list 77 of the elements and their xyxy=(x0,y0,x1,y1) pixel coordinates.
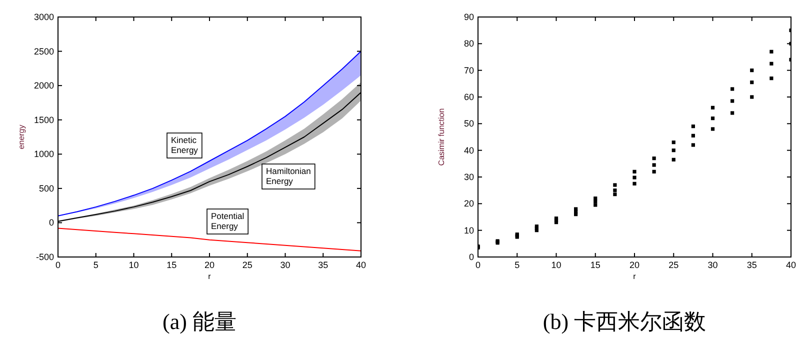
point xyxy=(632,170,636,174)
x-tick-label: 0 xyxy=(55,260,61,270)
point xyxy=(730,87,734,91)
x-axis-title: r xyxy=(633,272,636,281)
text: (a) 能量 xyxy=(162,309,236,334)
y-tick-label: 0 xyxy=(468,252,474,262)
point xyxy=(652,163,656,167)
point xyxy=(613,192,617,196)
x-tick-label: 40 xyxy=(786,260,796,270)
point xyxy=(691,134,695,138)
x-tick-label: 5 xyxy=(514,260,520,270)
x-tick-label: 15 xyxy=(590,260,600,270)
x-tick-label: 0 xyxy=(475,260,481,270)
y-tick-label: 2000 xyxy=(34,80,54,91)
y-tick-label: 2500 xyxy=(34,46,54,56)
point xyxy=(672,148,676,152)
point xyxy=(574,212,578,216)
x-axis-title: r xyxy=(208,272,212,281)
y-tick-label: 500 xyxy=(38,183,54,194)
point xyxy=(770,50,774,54)
x-tick-label: 25 xyxy=(668,260,679,270)
point xyxy=(750,68,754,72)
x-tick-label: 10 xyxy=(128,260,139,270)
point xyxy=(730,99,734,103)
point xyxy=(613,183,617,187)
point xyxy=(770,62,774,66)
text: (b) 卡西米尔函数 xyxy=(542,309,706,334)
y-tick-label: 10 xyxy=(464,225,474,236)
annotation: Hamiltonian Energy xyxy=(266,166,312,186)
point xyxy=(594,203,598,207)
point xyxy=(613,188,617,192)
point xyxy=(710,106,715,110)
x-tick-label: 5 xyxy=(93,260,98,270)
annotation: Potential Energy xyxy=(211,211,244,231)
y-tick-label: 80 xyxy=(464,38,474,49)
point xyxy=(691,143,695,147)
point xyxy=(730,111,734,115)
x-tick-label: 40 xyxy=(356,260,366,270)
point xyxy=(652,170,656,174)
y-tick-label: 1500 xyxy=(34,114,54,125)
point xyxy=(594,200,598,204)
y-tick-label: 0 xyxy=(48,218,54,228)
x-tick-label: 30 xyxy=(280,260,290,270)
point xyxy=(554,220,558,224)
point xyxy=(770,76,774,80)
point xyxy=(652,156,656,160)
point xyxy=(672,158,676,162)
point xyxy=(632,182,636,186)
x-tick-label: 15 xyxy=(166,260,177,270)
point xyxy=(710,127,715,131)
x-tick-label: 35 xyxy=(746,260,757,270)
x-tick-label: 30 xyxy=(708,260,718,270)
x-tick-label: 20 xyxy=(204,260,215,270)
y-axis-title: Casimir function xyxy=(437,108,446,166)
point xyxy=(534,228,538,232)
point xyxy=(750,80,754,84)
x-tick-label: 35 xyxy=(318,260,328,270)
y-tick-label: 50 xyxy=(464,118,474,129)
annotation: Kinetic Energy xyxy=(171,135,199,155)
x-tick-label: 10 xyxy=(551,260,562,270)
y-tick-label: 40 xyxy=(464,145,474,156)
y-tick-label: 20 xyxy=(464,198,474,209)
y-axis-title: energy xyxy=(17,124,26,150)
x-tick-label: 25 xyxy=(242,260,252,270)
y-tick-label: -500 xyxy=(36,252,54,262)
y-tick-label: 3000 xyxy=(34,12,54,22)
point xyxy=(672,140,676,144)
point xyxy=(750,95,754,99)
y-tick-label: 30 xyxy=(464,172,474,182)
x-tick-label: 20 xyxy=(629,260,640,270)
point xyxy=(632,176,636,180)
y-tick-label: 1000 xyxy=(34,149,54,160)
y-tick-label: 70 xyxy=(464,65,474,76)
point xyxy=(710,116,715,120)
y-tick-label: 60 xyxy=(464,92,474,102)
y-tick-label: 90 xyxy=(464,12,474,22)
point xyxy=(691,124,695,128)
